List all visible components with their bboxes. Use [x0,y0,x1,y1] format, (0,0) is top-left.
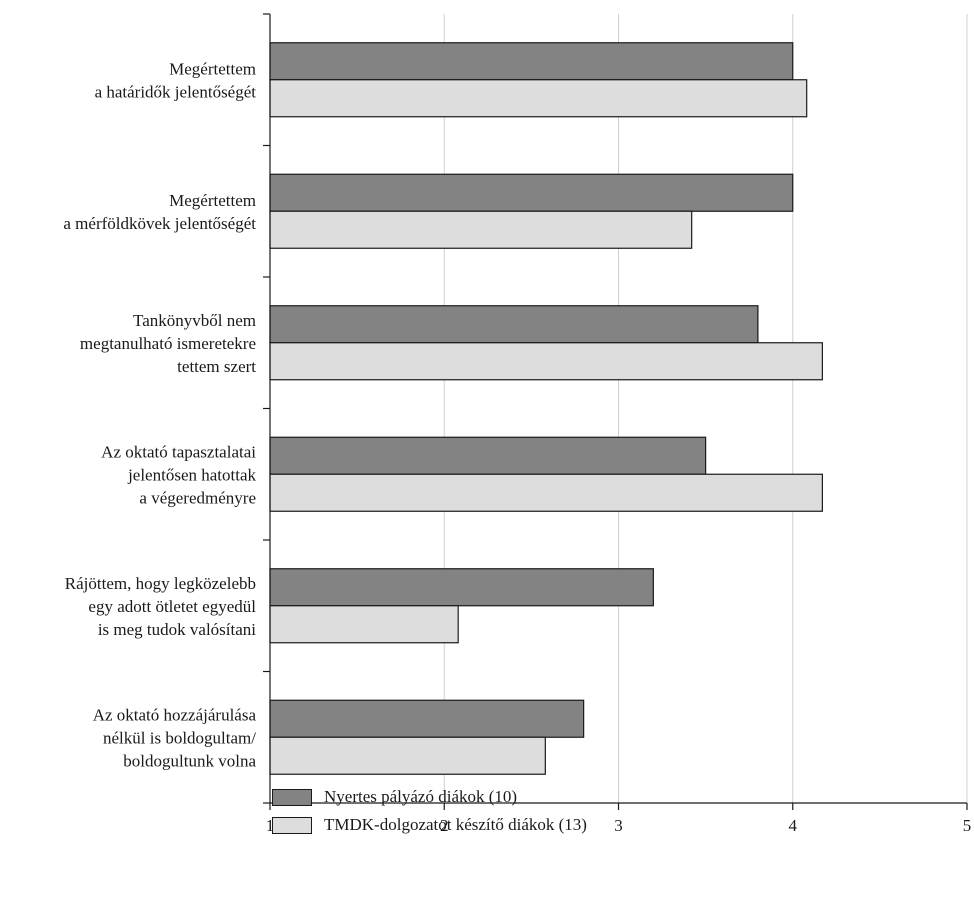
legend-swatch-series-1 [272,788,312,806]
category-label-6: Az oktató hozzájárulása nélkül is boldogu… [93,705,257,770]
x-tick-label-4: 4 [789,816,798,835]
tick-labels: 1 2 3 4 5 [266,816,972,835]
bar-series-1-cat-1 [269,42,794,81]
bar-series-1-cat-2 [269,173,794,212]
x-tick-label-3: 3 [614,816,623,835]
bar-series-1-cat-6 [269,699,585,738]
legend-swatch-series-2 [272,816,312,834]
category-label-4: Az oktató tapasztalatai jelentősen hatott… [101,442,256,507]
bar-series-2-cat-6 [269,736,546,775]
legend-item-series-1: Nyertes pályázó diákok (10) [272,783,587,811]
category-label-2: Megértettem a mérföldkövek jelentőségét [63,191,256,233]
bar-series-2-cat-3 [269,342,823,381]
bar-series-2-cat-5 [269,605,459,644]
category-label-1: Megértettem a határidők jelentőségét [95,59,257,101]
bar-series-2-cat-4 [269,473,823,512]
category-label-3: Tankönyvből nem megtanulható ismeretekre t… [80,311,256,376]
bar-series-1-cat-3 [269,305,759,344]
legend-label-series-1: Nyertes pályázó diákok (10) [324,787,518,806]
axes [263,13,968,810]
x-tick-label-2: 2 [440,816,449,835]
x-tick-label-5: 5 [963,816,972,835]
category-labels: Megértettem a határidők jelentőségét Megér… [63,59,256,770]
legend: Nyertes pályázó diákok (10) TMDK-dolgoza… [272,783,587,839]
bar-series-2-cat-2 [269,210,693,249]
gridlines [443,14,968,803]
bar-series-2-cat-1 [269,79,808,118]
legend-label-series-2: TMDK-dolgozatot készítő diákok (13) [324,815,587,834]
legend-item-series-2: TMDK-dolgozatot készítő diákok (13) [272,811,587,839]
bar-series-1-cat-4 [269,436,707,475]
bars [269,42,823,775]
x-tick-label-1: 1 [266,816,275,835]
bar-series-1-cat-5 [269,568,654,607]
category-label-5: Rájöttem, hogy legközelebb egy adott ötle… [65,574,256,639]
